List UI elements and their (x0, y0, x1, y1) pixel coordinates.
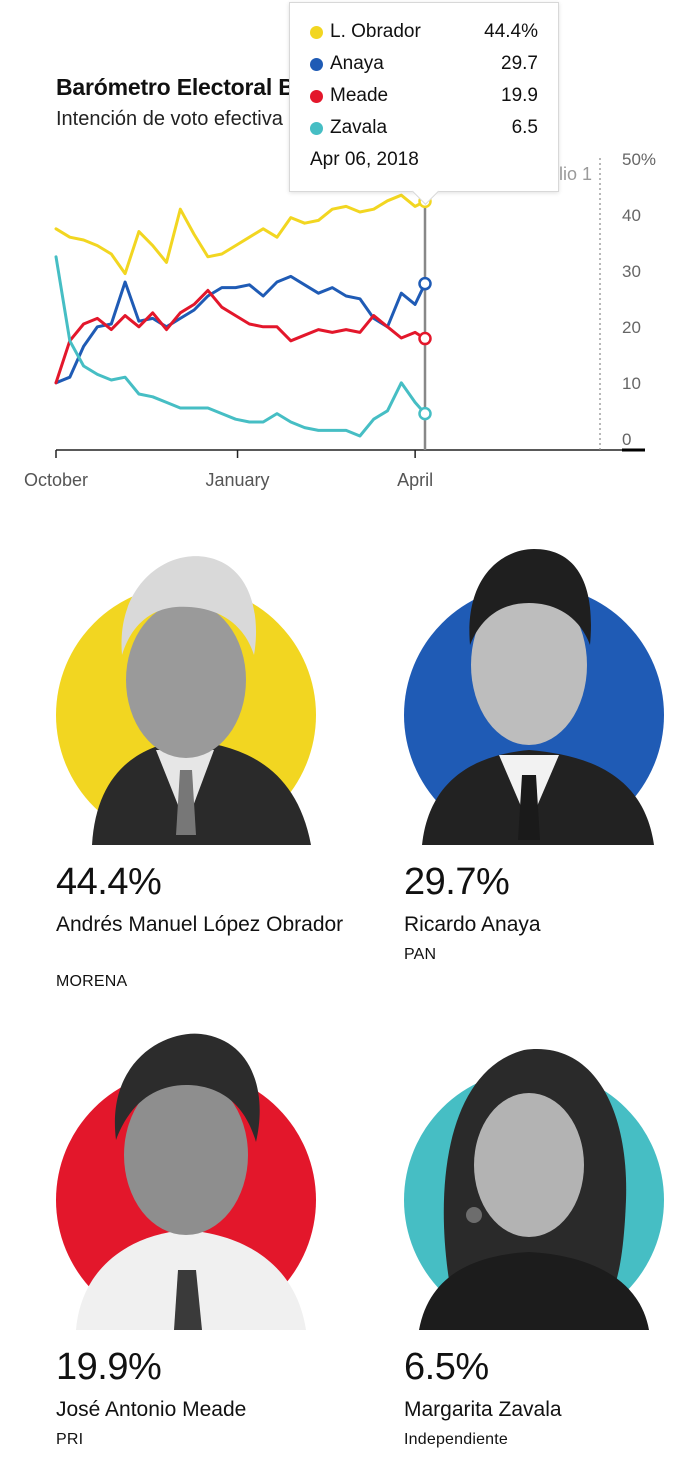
line-chart[interactable]: Elección: julio 101020304050%OctoberJanu… (0, 150, 700, 500)
tooltip-dot-anaya (310, 58, 323, 71)
suit-silhouette (92, 740, 311, 845)
series-line-l-obrador (54, 193, 427, 276)
candidate-percentage: 19.9% (56, 1346, 162, 1388)
tooltip-row-zavala: Zavala 6.5 (310, 117, 538, 143)
hair-shape (121, 556, 257, 655)
candidate-party: PRI (56, 1431, 84, 1448)
candidate-party: Independiente (404, 1431, 509, 1448)
candidate-percentage: 29.7% (404, 861, 510, 903)
candidate-name: Margarita Zavala (404, 1398, 562, 1421)
face-shape (474, 1093, 584, 1237)
y-tick-label: 10 (622, 374, 641, 393)
candidate-percentage: 44.4% (56, 861, 162, 903)
tooltip-dot-obrador (310, 26, 323, 39)
hair-shape (469, 549, 591, 645)
chart-subtitle: Intención de voto efectiva (56, 108, 283, 130)
tooltip-name-obrador: L. Obrador (330, 21, 421, 42)
candidate-percentage: 6.5% (404, 1346, 489, 1388)
hover-point-meade (418, 331, 432, 346)
tooltip-dot-meade (310, 90, 323, 103)
chart-tooltip: L. Obrador 44.4% Anaya 29.7 Meade 19.9 Z… (289, 2, 559, 192)
tooltip-date: Apr 06, 2018 (310, 149, 419, 170)
tooltip-value-zavala: 6.5 (511, 117, 538, 138)
candidate-name: Ricardo Anaya (404, 913, 541, 936)
tie-shape (174, 1270, 202, 1330)
face-shape (471, 585, 587, 745)
earring-shape (466, 1207, 482, 1223)
hover-point-anaya (418, 276, 432, 291)
tooltip-name-zavala: Zavala (330, 117, 388, 138)
x-tick-label: April (397, 470, 433, 490)
tooltip-name-meade: Meade (330, 85, 389, 106)
hover-point-zavala (418, 406, 432, 421)
chart-series (54, 193, 427, 438)
tie-shape (518, 775, 540, 840)
y-tick-label: 0 (622, 430, 631, 449)
tooltip-row-obrador: L. Obrador 44.4% (310, 21, 538, 47)
y-tick-label: 40 (622, 206, 641, 225)
candidate-name: José Antonio Meade (56, 1398, 247, 1421)
tooltip-value-anaya: 29.7 (501, 53, 538, 74)
tooltip-dot-zavala (310, 122, 323, 135)
series-line-meade (54, 288, 427, 385)
portrait-obrador (56, 556, 316, 845)
y-tick-label: 20 (622, 318, 641, 337)
y-tick-label: 50% (622, 150, 656, 169)
tooltip-value-meade: 19.9 (501, 85, 538, 106)
face-shape (126, 602, 246, 758)
candidate-party: PAN (404, 946, 437, 963)
tooltip-value-obrador: 44.4% (484, 21, 538, 42)
series-line-zavala (54, 255, 427, 438)
tooltip-name-anaya: Anaya (330, 53, 384, 74)
candidate-party: MORENA (56, 973, 128, 990)
portrait-meade (56, 1033, 316, 1330)
candidate-name: Andrés Manuel López Obrador (56, 913, 344, 936)
x-tick-label: January (206, 470, 270, 490)
face-shape (124, 1075, 248, 1235)
portrait-anaya (404, 549, 664, 845)
y-tick-label: 30 (622, 262, 641, 281)
tooltip-row-anaya: Anaya 29.7 (310, 53, 538, 79)
tie-shape (176, 770, 196, 835)
portrait-zavala (404, 1049, 664, 1330)
tooltip-row-meade: Meade 19.9 (310, 85, 538, 111)
dress-shape (419, 1252, 649, 1330)
hover-marker (418, 194, 432, 450)
hair-shape (114, 1033, 260, 1142)
x-tick-label: October (24, 470, 88, 490)
series-line-anaya (54, 274, 427, 385)
